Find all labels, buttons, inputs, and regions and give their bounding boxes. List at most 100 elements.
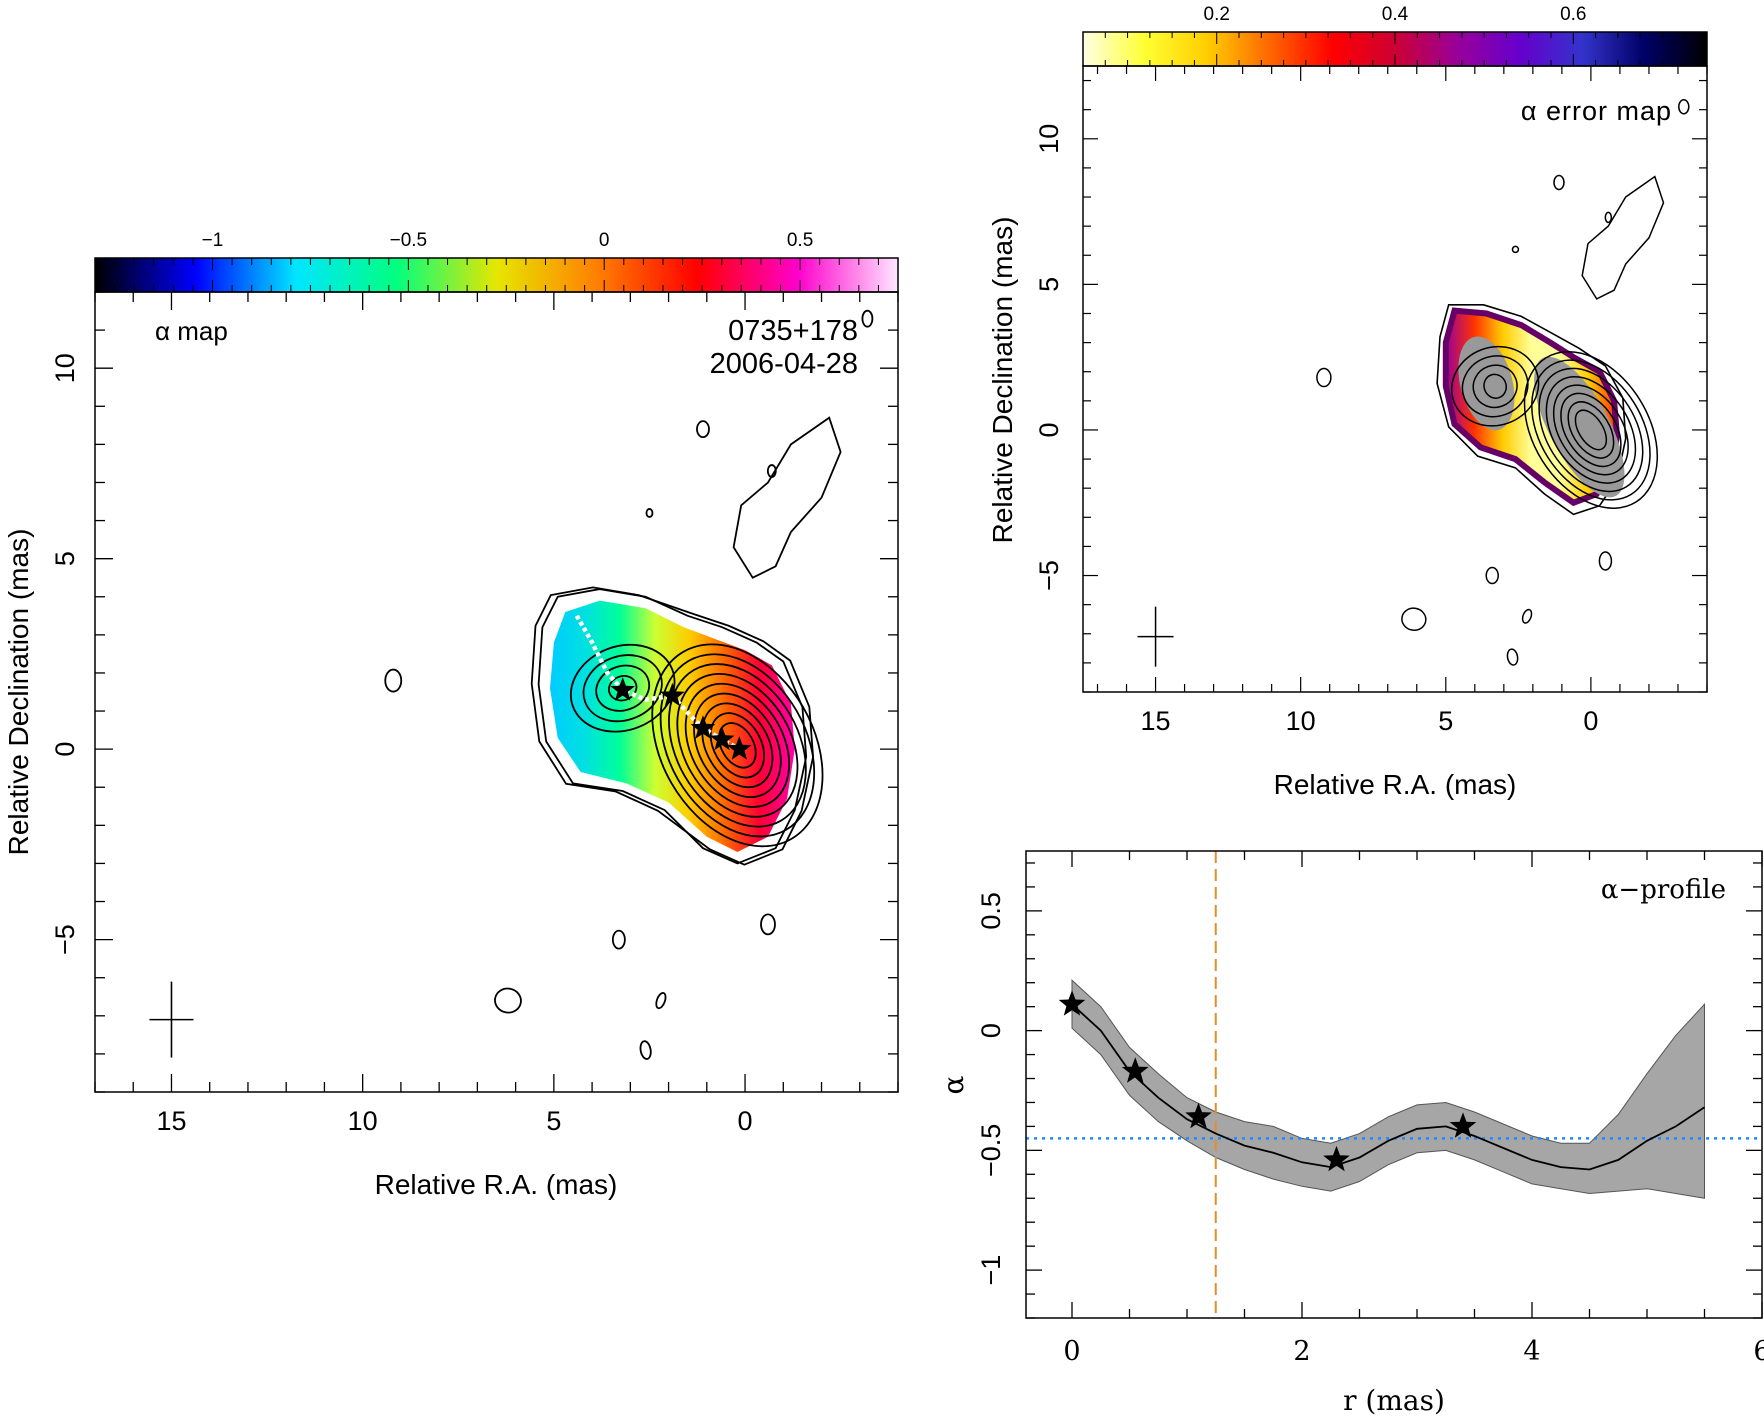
observation-date: 2006-04-28 — [710, 348, 858, 380]
profile-star — [1449, 1112, 1477, 1138]
outer-contour — [530, 586, 815, 866]
knot-contour — [1461, 355, 1529, 418]
alpha-map-ridge — [149, 614, 752, 1058]
small-contour — [766, 464, 777, 478]
core-contour — [1523, 350, 1659, 509]
knot-contour — [608, 675, 638, 702]
colorbar-tick-label: −1 — [202, 230, 224, 251]
x-tick-label: 15 — [1141, 706, 1171, 736]
core-contour — [1552, 384, 1629, 476]
x-tick-label: 4 — [1523, 1336, 1540, 1367]
alpha-map-panel: −1 −0.5 0 0.5 15 10 5 0 −5 0 5 10 α map 0735+178 2… — [3, 230, 899, 1200]
knot-contour — [595, 664, 651, 712]
y-tick-label: 0.5 — [976, 892, 1006, 930]
small-contour — [611, 929, 626, 950]
alpha-profile-line — [1071, 1003, 1705, 1171]
core-contour — [1538, 367, 1644, 493]
core-contour — [1560, 392, 1622, 468]
extended-contour — [1581, 175, 1665, 300]
profile-star — [1185, 1102, 1212, 1129]
core-contour — [676, 672, 799, 818]
alpha-colorbar — [94, 257, 899, 293]
y-tick-label: 5 — [1034, 277, 1064, 292]
small-contour — [1678, 99, 1690, 115]
colorbar-tick-label: −0.5 — [390, 230, 428, 251]
y-tick-label: −0.5 — [976, 1124, 1006, 1177]
y-tick-label: −5 — [50, 924, 80, 955]
core-contour — [709, 712, 765, 779]
alpha-profile-panel: 0 2 4 6 −1 −0.5 0 0.5 α−profile r (mas) α — [937, 850, 1764, 1417]
colorbar-tick-label: 0.5 — [787, 230, 813, 251]
small-contour — [861, 309, 874, 328]
alpha-map-image — [149, 309, 874, 1060]
knot-contour — [569, 643, 676, 733]
small-contour — [696, 420, 710, 439]
small-contour — [1506, 648, 1519, 666]
small-contour — [494, 987, 522, 1014]
small-contour — [1553, 174, 1565, 191]
x-tick-label: 6 — [1753, 1336, 1764, 1367]
y-tick-label: 0 — [1034, 422, 1064, 437]
y-tick-label: 5 — [50, 551, 80, 566]
small-contour — [760, 913, 776, 936]
ridge-star — [610, 677, 635, 701]
small-contour — [1511, 245, 1520, 254]
colorbar-tick-label: 0.6 — [1560, 4, 1586, 25]
error-map-frame — [1082, 65, 1708, 693]
small-contour — [1598, 551, 1613, 571]
x-tick-label: 10 — [1286, 706, 1316, 736]
source-name: 0735+178 — [728, 315, 858, 347]
error-map-label: α error map — [1521, 96, 1672, 126]
core-contour — [651, 643, 824, 848]
outer-contour — [537, 588, 808, 865]
core-contour — [718, 722, 757, 769]
ridge-star — [709, 726, 735, 751]
error-colorbar-ticks: 0.2 0.4 0.6 — [1082, 4, 1708, 66]
alpha-error-map-panel: 0.2 0.4 0.6 15 10 5 0 −5 0 5 10 α error map Relat… — [987, 4, 1708, 800]
x-tick-label: 15 — [156, 1106, 186, 1136]
profile-xlabel: r (mas) — [1343, 1384, 1445, 1417]
small-contour — [1401, 607, 1427, 631]
core-contour — [701, 702, 774, 789]
small-contour — [384, 668, 403, 693]
alpha-map-xlabel: Relative R.A. (mas) — [375, 1169, 618, 1200]
core-contour — [1531, 359, 1651, 501]
knot-contour — [1472, 364, 1518, 409]
x-tick-label: 5 — [1438, 706, 1453, 736]
y-tick-label: 0 — [976, 1023, 1006, 1038]
colorbar-tick-label: 0.2 — [1204, 4, 1230, 25]
error-map-ylabel: Relative Declination (mas) — [987, 217, 1018, 544]
small-contour — [645, 508, 654, 518]
core-contour — [659, 653, 816, 838]
profile-star — [1058, 990, 1086, 1016]
small-contour — [655, 992, 667, 1010]
error-map-image — [1137, 99, 1690, 667]
colorbar-tick-label: 0 — [599, 230, 610, 251]
ridge-line — [574, 614, 741, 752]
x-tick-label: 0 — [1583, 706, 1598, 736]
profile-axes: 0 2 4 6 −1 −0.5 0 0.5 — [976, 851, 1764, 1367]
ridge-star — [726, 736, 752, 760]
colorbar-tick-label: 0.4 — [1382, 4, 1409, 25]
spectral-index-region — [550, 600, 795, 852]
small-contour — [1485, 566, 1499, 585]
core-contour — [1567, 401, 1615, 459]
profile-star — [1323, 1145, 1350, 1172]
ridge-star — [660, 682, 685, 707]
core-contour — [684, 682, 791, 808]
x-tick-label: 0 — [738, 1106, 753, 1136]
knot-contour — [1450, 345, 1540, 427]
y-tick-label: −5 — [1034, 560, 1064, 591]
alpha-colorbar-ticks: −1 −0.5 0 0.5 — [114, 230, 879, 292]
profile-frame — [1025, 850, 1763, 1319]
profile-ylabel: α — [937, 1075, 970, 1094]
error-map-contours — [1137, 99, 1690, 667]
x-tick-label: 0 — [1063, 1336, 1080, 1367]
y-tick-label: 0 — [50, 742, 80, 757]
core-shade — [1534, 356, 1625, 498]
core-contour — [1545, 376, 1637, 484]
knot-contour — [582, 654, 663, 723]
profile-label: α−profile — [1601, 875, 1726, 905]
